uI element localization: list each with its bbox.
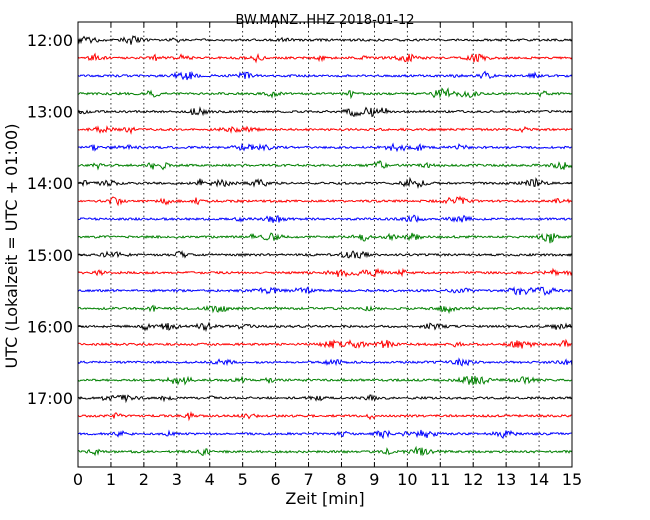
x-tick-label: 9 [369, 470, 379, 489]
seismogram-trace-1745 [77, 445, 573, 457]
seismogram-trace-1530 [77, 286, 573, 296]
seismogram-trace-1615 [77, 338, 573, 349]
seismogram-trace-1730 [77, 429, 573, 440]
y-tick-label: 14:00 [27, 174, 73, 193]
seismogram-trace-1415 [77, 195, 573, 207]
x-axis-label: Zeit [min] [285, 489, 364, 508]
x-tick-label: 4 [205, 470, 215, 489]
x-tick-label: 13 [496, 470, 516, 489]
seismogram-trace-1445 [77, 232, 573, 244]
y-tick-label: 16:00 [27, 317, 73, 336]
x-tick-label: 15 [562, 470, 582, 489]
seismogram-trace-1230 [77, 70, 573, 81]
seismogram-trace-1545 [77, 304, 573, 315]
x-ticks: 0 1 2 3 4 5 6 7 8 9 10 11 12 13 14 15 [73, 22, 582, 489]
y-tick-label: 17:00 [27, 389, 73, 408]
seismogram-trace-1300 [77, 106, 573, 118]
x-tick-label: 3 [172, 470, 182, 489]
y-axis-label: UTC (Lokalzeit = UTC + 01:00) [2, 124, 21, 369]
x-tick-label: 10 [397, 470, 417, 489]
seismogram-trace-1400 [77, 176, 573, 189]
x-tick-label: 8 [336, 470, 346, 489]
x-tick-label: 7 [303, 470, 313, 489]
y-ticks: 12:00 13:00 14:00 15:00 16:00 17:00 [27, 31, 572, 408]
chart-title: BW.MANZ..HHZ 2018-01-12 [235, 13, 414, 28]
x-tick-label: 6 [271, 470, 281, 489]
grid-lines [110, 22, 540, 467]
seismogram-trace-1430 [77, 214, 573, 223]
seismogram-trace-1600 [77, 321, 573, 333]
y-tick-label: 12:00 [27, 31, 73, 50]
x-tick-label: 5 [238, 470, 248, 489]
seismogram-trace-1215 [77, 52, 573, 64]
y-tick-label: 13:00 [27, 103, 73, 122]
x-tick-label: 12 [463, 470, 483, 489]
seismogram-trace-1330 [77, 142, 573, 153]
traces [77, 35, 573, 457]
seismogram-trace-1515 [77, 267, 573, 278]
seismogram-trace-1200 [77, 35, 573, 45]
seismogram-trace-1245 [77, 87, 573, 100]
y-tick-label: 15:00 [27, 246, 73, 265]
seismogram-trace-1315 [77, 125, 573, 135]
seismogram-trace-1500 [77, 250, 573, 259]
x-tick-label: 2 [139, 470, 149, 489]
x-tick-label: 1 [106, 470, 116, 489]
seismogram-trace-1645 [77, 375, 573, 386]
seismogram-trace-1630 [77, 357, 573, 367]
x-tick-label: 11 [430, 470, 450, 489]
x-tick-label: 0 [73, 470, 83, 489]
seismogram-trace-1700 [77, 394, 573, 404]
seismogram-trace-1345 [77, 160, 573, 171]
seismogram-trace-1715 [77, 411, 573, 422]
x-tick-label: 14 [529, 470, 549, 489]
plot-frame [77, 21, 573, 468]
